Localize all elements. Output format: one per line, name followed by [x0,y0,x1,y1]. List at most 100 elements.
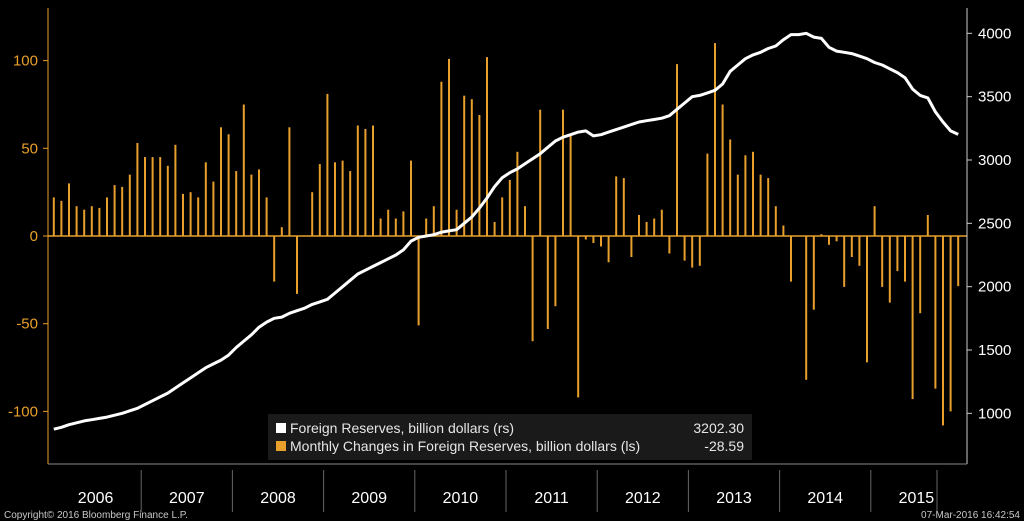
right-tick-label: 3000 [978,152,1011,169]
change-bar [622,178,625,236]
change-bar [136,143,139,236]
year-label: 2015 [899,490,935,507]
change-bar [356,125,359,236]
change-bar [638,215,640,236]
change-bar [759,174,762,236]
change-bar [280,227,283,236]
change-bar [721,104,724,236]
change-bar [174,144,177,236]
change-bar [417,236,420,326]
year-axis-labels: 2006 2007 2008 2009 2010 2011 2012 2013 2014 2015 [78,470,938,512]
change-bar [364,129,367,236]
change-bar [379,218,382,236]
change-bar [942,236,944,426]
left-tick-label: 100 [13,53,38,70]
change-bar [562,109,564,236]
change-bar [486,57,488,236]
timestamp-text: 07-Mar-2016 16:42:54 [921,510,1020,521]
change-bar [714,43,716,236]
change-bar [470,99,473,236]
change-bar [166,165,169,236]
change-bar [159,157,162,236]
left-tick-label: -100 [8,403,38,420]
change-bar [68,183,70,236]
change-bar [227,134,230,236]
change-bar [767,178,770,236]
change-bar [463,95,466,236]
change-bar [387,209,390,236]
change-bar [349,171,352,236]
change-bar [524,206,526,236]
legend-value-reserves: 3202.30 [693,420,744,436]
change-bar [843,236,846,287]
legend-item-changes: Monthly Changes in Foreign Reserves, bil… [276,437,744,455]
change-bar [630,236,633,257]
change-bar [189,192,192,236]
change-bar [151,157,154,236]
change-bar [341,160,344,236]
change-bar [318,164,321,236]
change-bar [52,197,55,236]
reserves-line [53,31,959,431]
legend-item-reserves: Foreign Reserves, billion dollars (rs) 3… [276,419,744,437]
legend-label-changes: Monthly Changes in Foreign Reserves, bil… [290,438,641,454]
legend-value-changes: -28.59 [704,438,744,454]
legend: Foreign Reserves, billion dollars (rs) 3… [268,414,752,460]
year-label: 2007 [169,490,205,507]
right-tick-label: 1500 [978,342,1011,359]
right-tick-label: 2500 [978,215,1011,232]
change-bar [372,125,374,236]
change-bar [288,127,291,236]
left-tick-label: -50 [16,316,38,333]
change-bar [250,174,253,236]
change-bar [516,151,519,236]
change-bar [600,236,602,247]
change-bar [683,236,686,261]
year-label: 2008 [260,490,296,507]
change-bar [569,134,572,236]
change-bar [645,222,648,236]
change-bar [736,174,739,236]
change-bar [60,200,63,236]
year-label: 2013 [716,490,752,507]
change-bar [326,93,329,237]
change-bar [220,127,222,236]
right-tick-label: 2000 [978,279,1011,296]
year-label: 2014 [807,490,843,507]
change-bar [98,207,101,236]
year-label: 2009 [351,490,387,507]
change-bar [577,236,580,398]
change-bar [653,218,656,236]
year-label: 2010 [443,490,479,507]
change-bar [607,236,610,263]
year-label: 2012 [625,490,661,507]
change-bar [242,104,245,236]
change-bar [265,197,268,236]
change-bar [425,218,428,236]
change-bar [508,179,511,236]
change-bar [144,157,146,236]
left-tick-label: 50 [21,140,38,157]
legend-label-reserves: Foreign Reserves, billion dollars (rs) [290,420,515,436]
change-bar [394,218,397,236]
change-bar [501,197,504,236]
change-bar [828,236,830,245]
change-bar [554,236,557,307]
change-bar [121,186,124,236]
left-tick-label: 0 [30,228,38,245]
change-bar [615,176,618,236]
change-bar [212,181,215,236]
change-bar [873,206,876,236]
change-bar [128,174,131,236]
monthly-change-bars [52,43,960,426]
change-bar [334,162,336,236]
change-bar [812,236,815,310]
change-bar [881,236,884,287]
left-axis-ticks: -100 -50 0 50 100 [8,53,48,420]
change-bar [744,155,747,236]
change-bar [896,236,899,272]
change-bar [182,193,184,236]
change-bar [698,236,701,266]
change-bar [402,211,405,236]
change-bar [539,109,542,236]
